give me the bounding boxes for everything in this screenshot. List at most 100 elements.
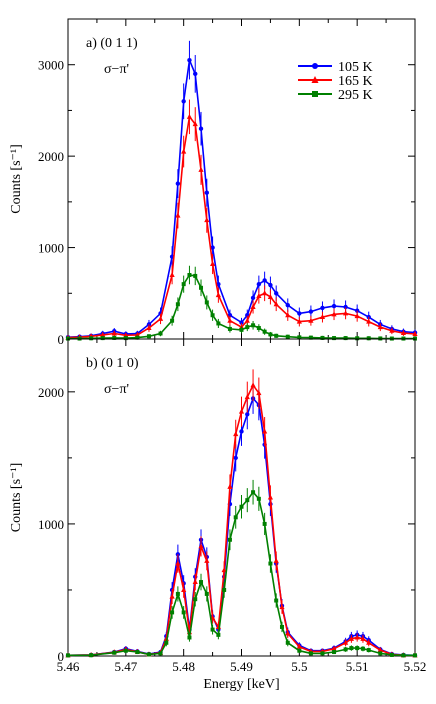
data-point [238, 408, 245, 414]
data-point [169, 272, 175, 277]
data-point [366, 648, 371, 653]
data-point [274, 598, 279, 603]
data-point [250, 382, 256, 388]
data-point [244, 317, 250, 323]
data-point [360, 635, 366, 641]
data-point [210, 627, 215, 632]
data-point [343, 336, 348, 341]
data-point [239, 320, 244, 325]
data-point [146, 652, 151, 657]
x-tick-label: 5.5 [291, 659, 307, 674]
x-tick-label: 5.46 [57, 659, 80, 674]
data-point [100, 331, 106, 337]
data-point [123, 336, 128, 341]
data-point [343, 310, 349, 316]
series-295-k [66, 479, 417, 658]
data-point [274, 333, 279, 338]
data-point [251, 323, 256, 328]
data-point [204, 190, 209, 195]
data-point [401, 653, 406, 658]
data-point [245, 325, 250, 330]
data-point [331, 645, 337, 651]
data-point [251, 490, 256, 495]
data-point [158, 651, 163, 656]
data-point [308, 335, 313, 340]
data-point [320, 305, 325, 311]
panel-b: 5.46 5.47 5.48 5.49 5.5 5.51 5.52 0 1000 2000 Coun… [9, 338, 426, 692]
x-tick-label: 5.51 [346, 659, 369, 674]
data-point [170, 610, 175, 615]
legend-label: 295 K [338, 88, 373, 103]
data-point [285, 334, 290, 339]
data-point [296, 643, 302, 649]
data-point [175, 560, 181, 566]
data-point [146, 325, 152, 331]
data-point [389, 327, 395, 333]
data-point [175, 591, 180, 596]
data-point [331, 303, 337, 309]
data-point [256, 496, 261, 501]
data-point [377, 324, 383, 330]
data-point [279, 624, 284, 629]
data-point [169, 593, 175, 599]
data-point [343, 647, 348, 652]
data-point [215, 292, 221, 298]
data-point [297, 335, 302, 340]
data-point [227, 317, 233, 323]
data-point [262, 290, 268, 296]
data-point [343, 639, 349, 645]
data-point [262, 521, 267, 526]
legend-swatch-marker [312, 91, 318, 97]
data-point [175, 212, 181, 218]
data-point [348, 635, 354, 641]
data-point [355, 336, 360, 341]
data-point [199, 580, 204, 585]
data-point [210, 313, 215, 318]
data-point [204, 300, 209, 305]
data-point [366, 336, 371, 341]
data-point [181, 282, 186, 287]
data-point [175, 302, 180, 307]
data-point [366, 639, 372, 645]
data-point [400, 330, 407, 336]
x-tick-label: 5.49 [230, 659, 253, 674]
data-point [227, 326, 232, 331]
data-point [123, 648, 128, 653]
data-point [320, 651, 325, 656]
legend-swatch-marker [312, 63, 318, 69]
data-point [181, 148, 187, 154]
data-point [308, 309, 314, 314]
polarization-label: σ−π' [104, 382, 129, 397]
data-point [66, 653, 70, 658]
data-point [274, 291, 279, 296]
data-point [267, 293, 274, 299]
data-point [89, 336, 94, 341]
data-point [164, 640, 169, 645]
data-point [354, 313, 360, 319]
data-point [285, 640, 290, 645]
data-point [262, 278, 267, 283]
data-point [320, 335, 325, 340]
data-point [378, 336, 383, 341]
data-point [233, 455, 238, 461]
series-295-k: 295 K [66, 88, 417, 341]
data-point [204, 591, 209, 596]
data-point [319, 314, 326, 320]
data-point [308, 651, 313, 656]
data-point [158, 331, 163, 336]
data-point [332, 650, 337, 655]
legend-label: 105 K [338, 60, 373, 75]
data-point [412, 330, 418, 336]
data-point [112, 650, 117, 655]
data-point [199, 285, 204, 290]
data-point [285, 302, 290, 308]
data-point [135, 335, 140, 340]
y-axis-title: Counts [s⁻¹] [9, 463, 24, 533]
data-point [250, 295, 256, 301]
data-point [187, 57, 192, 63]
data-point [135, 650, 140, 655]
data-point [285, 630, 291, 636]
data-point [192, 121, 198, 127]
data-point [239, 504, 244, 509]
data-point [239, 429, 244, 434]
